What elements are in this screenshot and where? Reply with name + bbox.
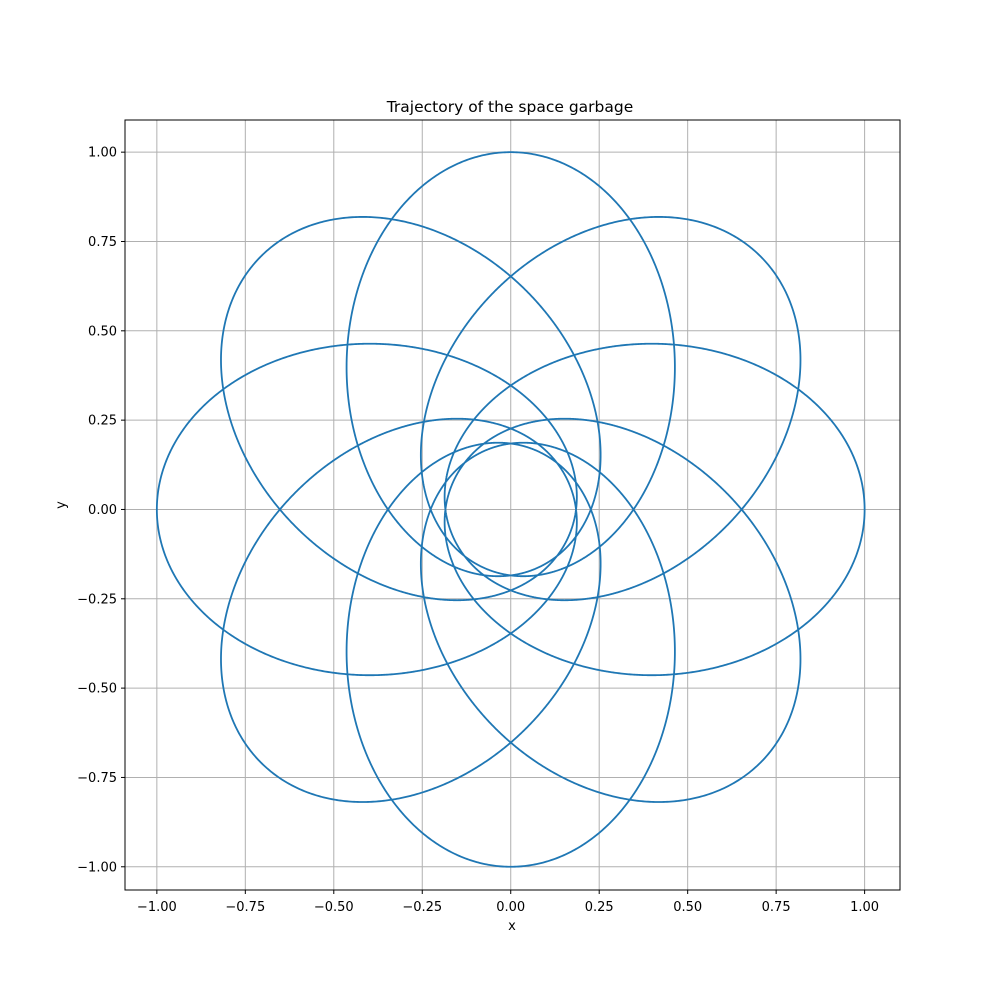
y-tick-label: −0.75 (77, 771, 117, 786)
x-tick-label: 0.50 (673, 900, 702, 915)
x-tick-label: −1.00 (137, 900, 177, 915)
x-tick-label: −0.75 (225, 900, 265, 915)
y-tick-label: 0.50 (88, 324, 117, 339)
y-tick-label: −0.25 (77, 592, 117, 607)
y-tick-label: 0.25 (88, 414, 117, 429)
y-tick-label: −0.50 (77, 682, 117, 697)
x-tick-label: 1.00 (850, 900, 879, 915)
x-axis-label: x (508, 919, 516, 934)
axis-ticks: −1.00 −0.75 −0.50 −0.25 0.00 0.25 0.50 0.75 1.00… (77, 146, 879, 915)
y-tick-label: 0.00 (88, 503, 117, 518)
trajectory-line (155, 151, 866, 868)
x-tick-label: 0.00 (496, 900, 525, 915)
y-tick-label: −1.00 (77, 860, 117, 875)
x-tick-label: −0.25 (402, 900, 442, 915)
x-tick-label: 0.75 (762, 900, 791, 915)
chart-title: Trajectory of the space garbage (386, 98, 634, 116)
x-tick-label: −0.50 (314, 900, 354, 915)
y-tick-label: 1.00 (88, 146, 117, 161)
y-axis-label: y (54, 501, 69, 509)
plot-area (155, 151, 866, 868)
x-tick-label: 0.25 (585, 900, 614, 915)
y-tick-label: 0.75 (88, 235, 117, 250)
plot-frame (124, 119, 901, 891)
